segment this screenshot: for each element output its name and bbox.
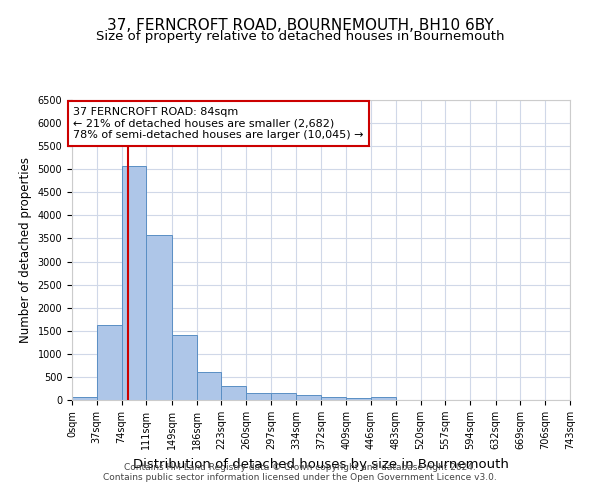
Bar	[72, 396, 97, 400]
Text: 37 FERNCROFT ROAD: 84sqm
← 21% of detached houses are smaller (2,682)
78% of sem: 37 FERNCROFT ROAD: 84sqm ← 21% of detach…	[73, 107, 364, 140]
Text: 37, FERNCROFT ROAD, BOURNEMOUTH, BH10 6BY: 37, FERNCROFT ROAD, BOURNEMOUTH, BH10 6B…	[107, 18, 493, 32]
Y-axis label: Number of detached properties: Number of detached properties	[19, 157, 32, 343]
Bar	[296, 396, 322, 400]
Bar	[122, 166, 146, 400]
Text: Contains HM Land Registry data © Crown copyright and database right 2024.
Contai: Contains HM Land Registry data © Crown c…	[103, 463, 497, 482]
Bar	[346, 398, 371, 400]
Bar	[271, 394, 296, 400]
Bar	[146, 235, 172, 400]
Bar	[371, 397, 396, 400]
X-axis label: Distribution of detached houses by size in Bournemouth: Distribution of detached houses by size …	[133, 458, 509, 470]
Bar	[246, 392, 271, 400]
Bar	[97, 325, 122, 400]
Bar	[172, 336, 197, 400]
Text: Size of property relative to detached houses in Bournemouth: Size of property relative to detached ho…	[96, 30, 504, 43]
Bar	[221, 386, 246, 400]
Bar	[197, 372, 221, 400]
Bar	[322, 398, 346, 400]
